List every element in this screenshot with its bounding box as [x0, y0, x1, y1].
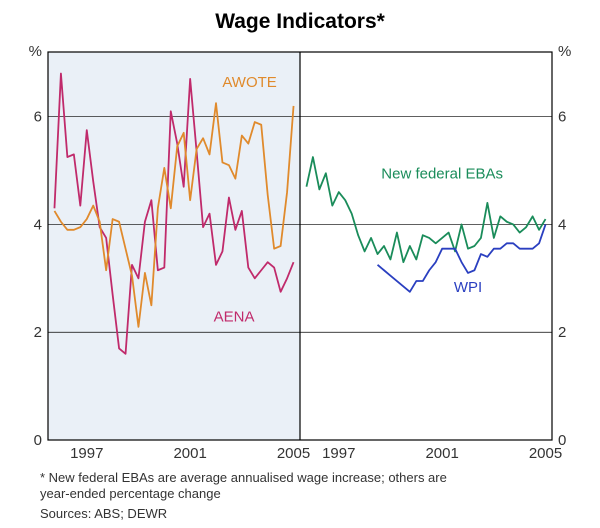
ytick-left: 0: [34, 432, 42, 449]
series-label-NewFederalEBAs: New federal EBAs: [381, 166, 503, 183]
ytick-left: 2: [34, 324, 42, 341]
ytick-right: 4: [558, 216, 566, 233]
xtick: 2005: [277, 445, 310, 462]
ytick-right: 2: [558, 324, 566, 341]
xtick: 1997: [322, 445, 355, 462]
xtick: 2005: [529, 445, 562, 462]
ytick-left: 4: [34, 216, 42, 233]
ytick-left: 6: [34, 109, 42, 126]
footnote: * New federal EBAs are average annualise…: [40, 470, 447, 485]
series-label-AWOTE: AWOTE: [222, 74, 276, 91]
chart-svg: AENAAWOTENew federal EBAsWPI00224466%%19…: [0, 0, 600, 528]
series-label-AENA: AENA: [214, 308, 255, 325]
y-unit-right: %: [558, 43, 571, 60]
wage-indicators-chart: AENAAWOTENew federal EBAsWPI00224466%%19…: [0, 0, 600, 528]
sources: Sources: ABS; DEWR: [40, 506, 167, 521]
xtick: 2001: [173, 445, 206, 462]
series-label-WPI: WPI: [454, 279, 482, 296]
ytick-right: 6: [558, 109, 566, 126]
y-unit-left: %: [29, 43, 42, 60]
footnote: year-ended percentage change: [40, 486, 221, 501]
chart-title: Wage Indicators*: [215, 10, 385, 33]
xtick: 1997: [70, 445, 103, 462]
xtick: 2001: [425, 445, 458, 462]
